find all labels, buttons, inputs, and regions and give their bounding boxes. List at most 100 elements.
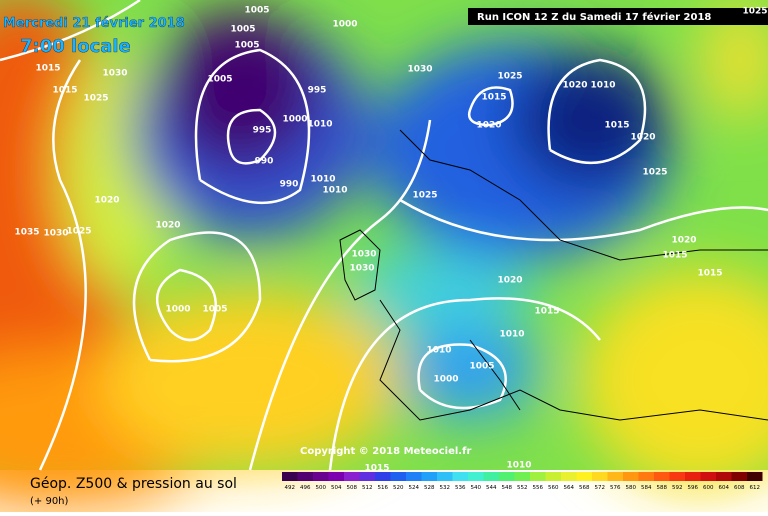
scale-swatch xyxy=(576,472,592,481)
scale-label: 564 xyxy=(564,485,575,491)
isobars xyxy=(0,0,768,471)
coastlines xyxy=(339,129,768,421)
scale-swatch xyxy=(468,472,484,481)
scale-swatch xyxy=(344,472,360,481)
isobar-label: 1005 xyxy=(207,75,232,85)
color-scale: 492 496 500 504 508 512 516 520 524 528 532 536 540 5… xyxy=(282,472,763,491)
scale-swatch xyxy=(592,472,608,481)
isobar-label: 1015 xyxy=(35,64,60,74)
isobar-label: 1000 xyxy=(332,20,357,30)
scale-label: 580 xyxy=(626,485,637,491)
isobar-label: 1025 xyxy=(497,72,522,82)
isobar-label: 1015 xyxy=(697,269,722,279)
isobar-label: 1005 xyxy=(234,41,259,51)
scale-swatch xyxy=(654,472,670,481)
scale-label: 608 xyxy=(734,485,745,491)
isobar-label: 1005 xyxy=(469,362,494,372)
copyright: Copyright © 2018 Meteociel.fr xyxy=(300,446,471,457)
isobar-label: 1005 xyxy=(244,6,269,16)
scale-label: 508 xyxy=(347,485,358,491)
scale-label: 536 xyxy=(455,485,466,491)
scale-label: 548 xyxy=(502,485,513,491)
scale-label: 504 xyxy=(331,485,342,491)
isobar-labels: 1005 1000 1005 1005 1005 1030 1015 1015 1025 995 1… xyxy=(14,6,767,474)
scale-swatch xyxy=(406,472,422,481)
scale-swatch xyxy=(545,472,561,481)
scale-label: 552 xyxy=(517,485,528,491)
scale-label: 540 xyxy=(471,485,482,491)
forecast-time: 7:00 locale xyxy=(20,36,131,57)
isobar-label: 1025 xyxy=(412,191,437,201)
isobar-label: 1030 xyxy=(102,69,127,79)
scale-label: 612 xyxy=(750,485,761,491)
isobar-label: 1000 xyxy=(165,305,190,315)
scale-swatch xyxy=(638,472,654,481)
isobar-label: 1015 xyxy=(534,307,559,317)
isobar-label: 1010 xyxy=(310,175,335,185)
isobar-label: 1030 xyxy=(43,229,68,239)
isobar-label: 1010 xyxy=(506,461,531,471)
scale-swatch xyxy=(452,472,468,481)
scale-label: 592 xyxy=(672,485,683,491)
isobar-label: 1020 xyxy=(155,221,180,231)
isobar-label: 1025 xyxy=(642,168,667,178)
isobar-label: 1030 xyxy=(351,250,376,260)
isobar-label: 1015 xyxy=(52,86,77,96)
isobar-label: 1035 xyxy=(14,228,39,238)
scale-swatch xyxy=(530,472,546,481)
isobar-label: 990 xyxy=(255,157,274,167)
run-info: Run ICON 12 Z du Samedi 17 février 2018 xyxy=(477,11,711,23)
scale-swatch xyxy=(282,472,298,481)
scale-swatch xyxy=(483,472,499,481)
product-title: Géop. Z500 & pression au sol xyxy=(30,476,237,492)
isobar-label: 1010 xyxy=(426,346,451,356)
scale-label: 492 xyxy=(285,485,296,491)
isobar-label: 1010 xyxy=(307,120,332,130)
scale-label: 512 xyxy=(362,485,373,491)
scale-label: 596 xyxy=(688,485,699,491)
scale-swatch xyxy=(716,472,732,481)
scale-swatch xyxy=(685,472,701,481)
scale-label: 560 xyxy=(548,485,559,491)
scale-swatch xyxy=(421,472,437,481)
isobar-label: 995 xyxy=(308,86,327,96)
scale-label: 572 xyxy=(595,485,606,491)
scale-swatch xyxy=(514,472,530,481)
scale-swatch xyxy=(375,472,391,481)
scale-swatch xyxy=(731,472,747,481)
scale-label: 584 xyxy=(641,485,652,491)
scale-swatch xyxy=(499,472,515,481)
scale-swatch xyxy=(623,472,639,481)
scale-swatch xyxy=(313,472,329,481)
isobar-label: 1030 xyxy=(349,264,374,274)
isobar-label: 1015 xyxy=(364,464,389,474)
scale-label: 524 xyxy=(409,485,420,491)
scale-swatch xyxy=(328,472,344,481)
scale-swatch xyxy=(561,472,577,481)
scale-label: 576 xyxy=(610,485,621,491)
scale-label: 604 xyxy=(719,485,730,491)
isobar-label: 1010 xyxy=(590,81,615,91)
isobar-label: 1005 xyxy=(202,305,227,315)
isobar-label: 1005 xyxy=(230,25,255,35)
isobar-label: 1020 xyxy=(94,196,119,206)
scale-label: 500 xyxy=(316,485,327,491)
isobar-label: 1020 xyxy=(562,81,587,91)
forecast-date: Mercredi 21 février 2018 xyxy=(3,16,185,31)
scale-swatch xyxy=(607,472,623,481)
isobar-label: 1015 xyxy=(481,93,506,103)
isobar-label: 1015 xyxy=(662,251,687,261)
scale-label: 520 xyxy=(393,485,404,491)
isobar-label: 995 xyxy=(253,126,272,136)
scale-swatch xyxy=(297,472,313,481)
isobar-label: 1010 xyxy=(499,330,524,340)
scale-label: 516 xyxy=(378,485,389,491)
scale-label: 532 xyxy=(440,485,451,491)
scale-label: 568 xyxy=(579,485,590,491)
isobar-label: 1030 xyxy=(407,65,432,75)
isobar-label: 1015 xyxy=(604,121,629,131)
scale-swatch xyxy=(437,472,453,481)
isobar-label: 1020 xyxy=(497,276,522,286)
